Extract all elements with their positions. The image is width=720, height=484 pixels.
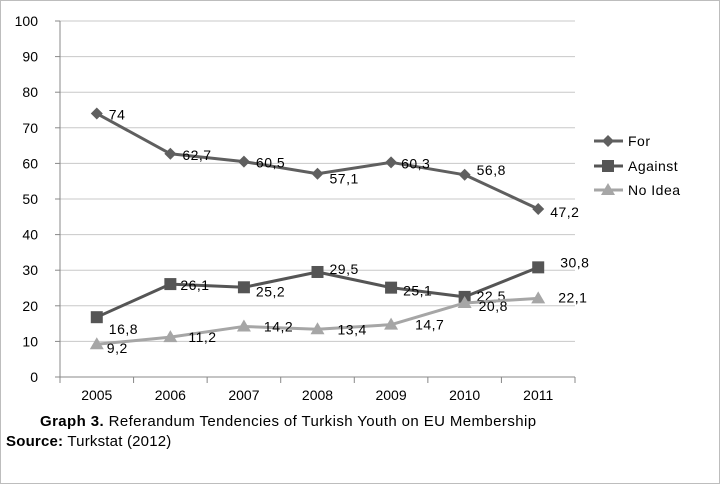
source-text: Turkstat (2012)	[67, 433, 172, 450]
data-label-no-idea-2005: 9,2	[107, 340, 128, 356]
legend-label-no-idea: No Idea	[628, 182, 681, 198]
y-tick-label-50: 50	[22, 191, 38, 207]
data-point-for-2006	[164, 147, 177, 160]
data-label-no-idea-2010: 20,8	[479, 298, 508, 314]
graph-label: Graph 3.	[40, 413, 105, 430]
data-point-against-2009	[385, 281, 398, 294]
graph-title: Referandum Tendencies of Turkish Youth o…	[108, 413, 537, 430]
x-tick-label-2008: 2008	[302, 387, 333, 403]
data-point-for-2005	[90, 107, 103, 120]
series-for	[90, 107, 545, 215]
x-tick-label-2010: 2010	[449, 387, 480, 403]
data-point-no-idea-2006	[163, 330, 178, 343]
legend-label-against: Against	[628, 158, 678, 174]
caption-source-line: Source: Turkstat (2012)	[0, 432, 720, 452]
data-label-against-2011: 30,8	[560, 254, 589, 270]
legend-label-for: For	[628, 133, 651, 149]
data-label-no-idea-2008: 13,4	[338, 321, 367, 337]
y-tick-label-60: 60	[22, 155, 38, 171]
x-tick-label-2007: 2007	[228, 387, 259, 403]
legend-item-for: For	[594, 133, 651, 149]
y-tick-label-90: 90	[22, 49, 38, 65]
data-label-against-2007: 25,2	[256, 283, 285, 299]
y-tick-label-100: 100	[15, 13, 39, 29]
data-point-against-2005	[90, 311, 103, 324]
data-label-no-idea-2006: 11,2	[188, 329, 216, 345]
source-label: Source:	[6, 433, 64, 450]
x-tick-label-2006: 2006	[155, 387, 186, 403]
data-point-against-2007	[237, 281, 250, 294]
data-label-against-2008: 29,5	[330, 261, 359, 277]
y-tick-label-70: 70	[22, 120, 38, 136]
data-label-for-2007: 60,5	[256, 155, 285, 171]
y-tick-label-80: 80	[22, 84, 38, 100]
data-label-for-2008: 57,1	[330, 171, 359, 187]
y-tick-label-10: 10	[22, 333, 38, 349]
data-point-no-idea-2005	[89, 337, 104, 350]
data-point-for-2007	[237, 155, 250, 168]
data-label-no-idea-2007: 14,2	[264, 318, 293, 334]
data-point-no-idea-2011	[531, 291, 546, 304]
y-tick-label-30: 30	[22, 262, 38, 278]
data-label-no-idea-2011: 22,1	[558, 289, 587, 305]
series-no-idea	[89, 291, 546, 350]
data-label-for-2006: 62,7	[182, 147, 211, 163]
data-point-no-idea-2008	[310, 322, 325, 335]
data-label-no-idea-2009: 14,7	[415, 317, 444, 333]
caption-title-line: Graph 3. Referandum Tendencies of Turkis…	[0, 412, 720, 432]
line-chart: 0 10 20 30 40 50 60 70 80 90 100 2005 2006 2007 2008 20…	[15, 13, 681, 403]
data-point-against-2008	[311, 265, 324, 278]
x-tick-label-2011: 2011	[523, 387, 553, 403]
legend-marker-for	[602, 135, 614, 147]
legend-item-no-idea: No Idea	[594, 182, 681, 198]
legend-item-against: Against	[594, 158, 678, 174]
legend-marker-against	[602, 160, 614, 172]
data-point-for-2010	[458, 168, 471, 181]
data-label-for-2009: 60,3	[401, 155, 430, 171]
x-tick-label-2009: 2009	[375, 387, 406, 403]
data-label-for-2010: 56,8	[477, 162, 506, 178]
data-point-no-idea-2007	[236, 319, 251, 332]
data-point-for-2008	[311, 167, 324, 180]
y-tick-label-40: 40	[22, 227, 38, 243]
data-point-no-idea-2009	[384, 317, 399, 330]
data-point-for-2009	[385, 156, 398, 169]
y-tick-label-0: 0	[30, 369, 38, 385]
y-tick-label-20: 20	[22, 298, 38, 314]
x-tick-label-2005: 2005	[81, 387, 112, 403]
series-line-no-idea	[96, 296, 539, 346]
data-label-against-2005: 16,8	[109, 321, 138, 337]
data-label-against-2006: 26,1	[180, 277, 209, 293]
data-label-for-2011: 47,2	[550, 204, 579, 220]
data-label-for-2005: 74	[109, 107, 126, 123]
data-point-for-2011	[532, 202, 545, 215]
legend-marker-no-idea	[601, 183, 615, 195]
chart-caption: Graph 3. Referandum Tendencies of Turkis…	[0, 412, 720, 452]
data-point-no-idea-2010	[457, 295, 472, 308]
data-label-against-2009: 25,1	[403, 283, 432, 299]
data-point-against-2006	[164, 278, 177, 291]
data-point-against-2011	[532, 261, 545, 274]
